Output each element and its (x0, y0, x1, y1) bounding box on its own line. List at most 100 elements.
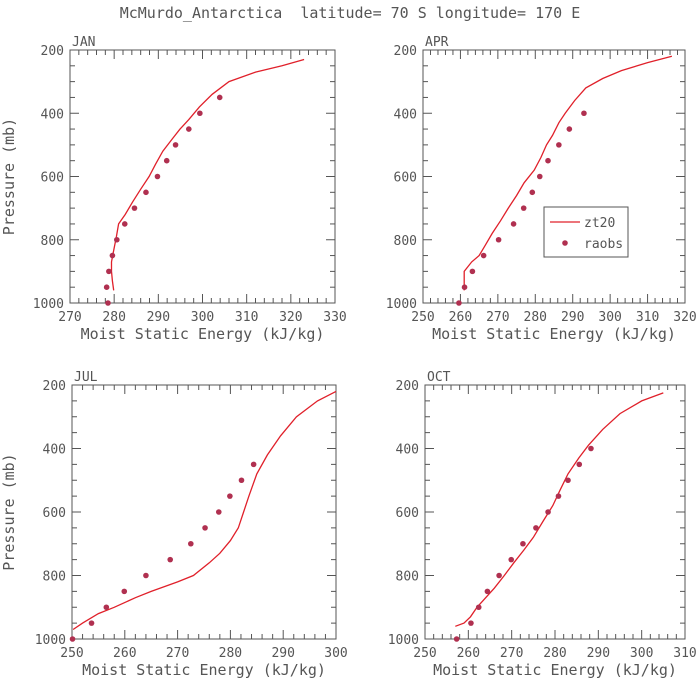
series-point-raobs (508, 556, 515, 563)
series-point-raobs (167, 556, 174, 563)
x-tick-label: 260 (113, 646, 136, 661)
series-point-raobs (565, 477, 571, 484)
y-tick-label: 800 (41, 234, 64, 249)
y-tick-label: 200 (43, 379, 66, 394)
series-point-raobs (163, 157, 170, 164)
legend-swatch-point (562, 240, 568, 246)
series-line-zt20 (463, 55, 673, 291)
x-tick-label: 290 (271, 646, 294, 661)
series-point-raobs (238, 477, 245, 484)
series-point-raobs (496, 572, 502, 579)
series-point-raobs (468, 620, 474, 626)
series-point-raobs (121, 221, 128, 227)
series-point-raobs (69, 636, 76, 642)
panel-jul: 250 260 270 280 290 300 200 400 600 800 1000 JUL Moi… (0, 370, 348, 679)
x-tick-label: 260 (457, 646, 480, 661)
figure-title: McMurdo_Antarctica latitude= 70 S longit… (120, 4, 581, 22)
y-tick-label: 200 (396, 379, 419, 394)
series-point-raobs (131, 205, 138, 211)
x-tick-label: 250 (411, 310, 434, 325)
x-tick-label: 280 (219, 646, 242, 661)
series-point-raobs (114, 236, 120, 243)
panel-label: OCT (427, 370, 451, 385)
series-point-raobs (576, 461, 583, 468)
series-point-raobs (172, 142, 179, 148)
panel-jan: 270 280 290 300 310 320 330 200 400 600 800 1000 JAN… (0, 35, 347, 343)
x-tick-label: 270 (500, 646, 523, 661)
series-point-raobs (143, 189, 149, 196)
x-tick-label: 280 (102, 310, 125, 325)
series-point-raobs (588, 445, 594, 452)
y-tick-label: 600 (41, 171, 64, 186)
series-point-raobs (88, 620, 95, 626)
series-point-raobs (529, 189, 536, 196)
x-axis-label: Moist Static Energy (kJ/kg) (433, 661, 677, 679)
series-point-raobs (105, 300, 111, 306)
series-point-raobs (121, 588, 128, 595)
y-tick-label: 600 (394, 171, 417, 186)
x-tick-label: 310 (673, 646, 696, 661)
x-tick-label: 300 (630, 646, 653, 661)
series-point-raobs (520, 205, 527, 211)
series-point-raobs (154, 173, 161, 180)
panel-label: JAN (72, 35, 95, 50)
legend-box (543, 206, 629, 258)
panel-label: APR (425, 35, 449, 50)
legend-entry: raobs (584, 237, 623, 252)
series-point-raobs (495, 236, 502, 243)
y-tick-label: 400 (41, 107, 64, 122)
series-point-raobs (461, 284, 468, 290)
x-tick-label: 250 (413, 646, 436, 661)
series-point-raobs (216, 94, 223, 101)
series-point-raobs (536, 173, 543, 180)
y-tick-label: 800 (396, 570, 419, 585)
x-tick-label: 260 (449, 310, 472, 325)
series-point-raobs (456, 300, 462, 306)
x-tick-label: 330 (323, 310, 346, 325)
y-axis-label: Pressure (mb) (0, 118, 18, 235)
panel-oct: 250 260 270 280 290 300 310 200 400 600 800 1000 OCT… (388, 370, 697, 679)
series-point-raobs (556, 142, 562, 148)
series-point-raobs (188, 540, 194, 547)
x-tick-label: 270 (58, 310, 81, 325)
y-tick-label: 800 (394, 234, 417, 249)
series-point-raobs (475, 604, 482, 611)
series-point-raobs (109, 252, 116, 259)
panel-apr: 250 260 270 280 290 300 310 320 200 400 600 800 1000… (386, 35, 697, 343)
series-point-raobs (469, 268, 476, 275)
y-tick-label: 200 (41, 44, 64, 59)
x-tick-label: 270 (166, 646, 189, 661)
series-point-raobs (103, 604, 110, 611)
series-point-raobs (484, 588, 491, 595)
series-point-raobs (197, 110, 203, 117)
series-point-raobs (103, 284, 110, 290)
x-tick-label: 320 (279, 310, 302, 325)
legend-entry: zt20 (584, 216, 615, 231)
x-tick-label: 250 (60, 646, 83, 661)
y-tick-label: 1000 (388, 633, 419, 648)
series-point-raobs (202, 525, 208, 531)
y-tick-label: 600 (396, 506, 419, 521)
series-point-raobs (215, 509, 222, 515)
series-point-raobs (480, 252, 487, 259)
x-tick-label: 280 (524, 310, 547, 325)
x-axis-label: Moist Static Energy (kJ/kg) (82, 661, 326, 679)
x-axis-label: Moist Static Energy (kJ/kg) (81, 325, 325, 343)
x-tick-label: 290 (147, 310, 170, 325)
x-tick-label: 300 (191, 310, 214, 325)
x-tick-label: 300 (324, 646, 347, 661)
x-tick-label: 310 (636, 310, 659, 325)
x-tick-label: 280 (543, 646, 566, 661)
series-point-raobs (186, 126, 192, 132)
y-tick-label: 600 (43, 506, 66, 521)
legend: zt20 raobs (543, 206, 629, 258)
panel-label: JUL (74, 370, 98, 385)
x-tick-label: 300 (598, 310, 621, 325)
y-tick-label: 800 (43, 570, 66, 585)
series-point-raobs (143, 572, 149, 579)
series-point-raobs (106, 268, 112, 275)
series-line-zt20 (72, 390, 337, 631)
series-point-raobs (520, 540, 526, 547)
x-tick-label: 320 (673, 310, 696, 325)
